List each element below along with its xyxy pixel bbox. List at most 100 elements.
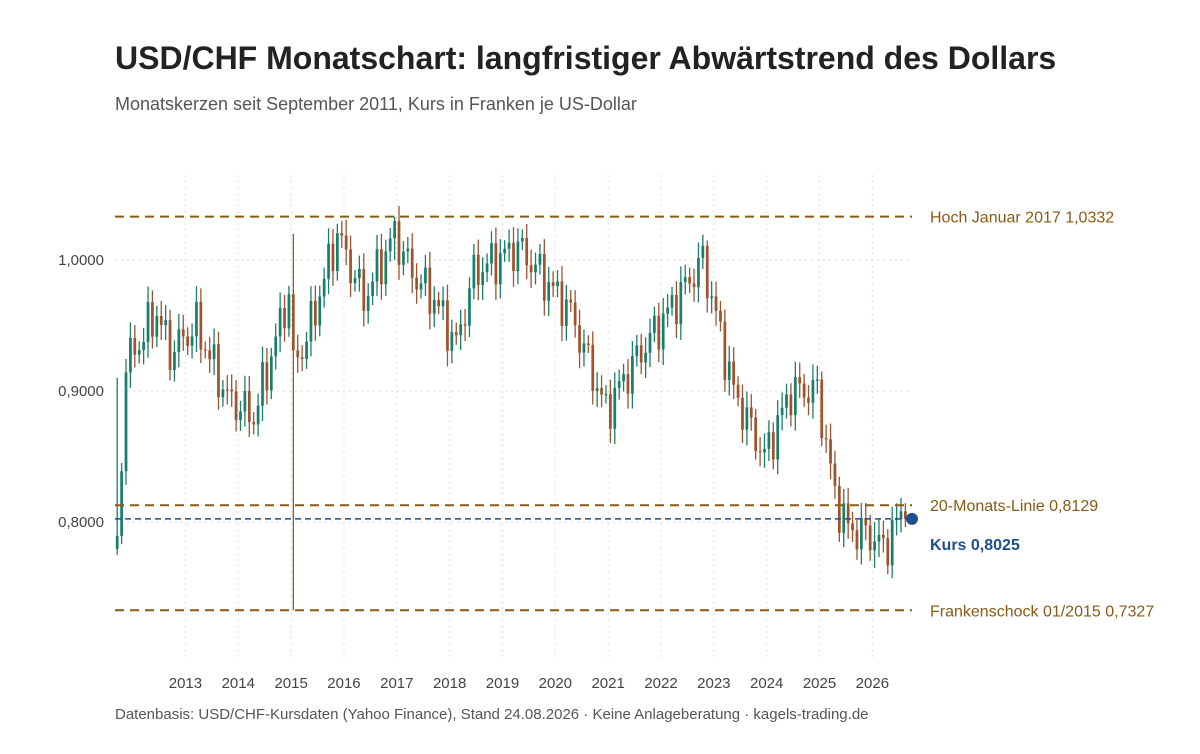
candle-body xyxy=(525,238,529,266)
candle xyxy=(507,229,511,262)
candle xyxy=(468,277,471,337)
candle xyxy=(846,487,850,539)
x-tick-label: 2020 xyxy=(539,675,572,692)
candle-body xyxy=(551,282,555,287)
candle xyxy=(586,335,590,354)
candle xyxy=(622,363,625,392)
candle-body xyxy=(886,538,890,566)
candle-body xyxy=(595,388,599,392)
candle-body xyxy=(173,351,176,370)
candle xyxy=(120,463,123,545)
candle xyxy=(767,420,771,461)
candle xyxy=(199,288,203,364)
candle-body xyxy=(481,272,485,286)
candle xyxy=(402,241,405,276)
candle xyxy=(388,228,392,262)
source-caption: Datenbasis: USD/CHF-Kursdaten (Yahoo Fin… xyxy=(115,706,869,723)
candle-body xyxy=(683,277,687,283)
candle xyxy=(661,297,665,365)
candle xyxy=(776,400,780,475)
candle xyxy=(560,266,564,342)
candle-body xyxy=(582,343,586,353)
candle xyxy=(666,294,669,328)
candle-body xyxy=(591,344,595,392)
candle-body xyxy=(670,295,674,308)
candle xyxy=(639,333,643,375)
candle-body xyxy=(767,432,771,449)
candle xyxy=(322,267,326,308)
candle xyxy=(613,372,617,445)
candle xyxy=(842,489,846,548)
candle xyxy=(146,286,150,358)
candle-body xyxy=(353,278,357,284)
candle xyxy=(274,323,278,370)
candle xyxy=(758,436,762,467)
candle-body xyxy=(498,253,502,285)
candle xyxy=(186,327,190,355)
candle xyxy=(855,519,859,560)
candle-body xyxy=(278,308,282,337)
candle-body xyxy=(133,338,137,355)
reference-line-label: Hoch Januar 2017 1,0332 xyxy=(930,210,1114,227)
candle xyxy=(366,283,370,324)
candle-body xyxy=(507,242,511,249)
candle-body xyxy=(366,296,370,311)
candle xyxy=(719,300,722,332)
candle xyxy=(600,375,603,408)
candle xyxy=(811,364,815,419)
candle xyxy=(296,334,300,373)
candle-body xyxy=(336,233,339,272)
candle-body xyxy=(600,388,603,395)
candle-body xyxy=(771,432,775,460)
candle-body xyxy=(648,332,652,353)
candle-body xyxy=(701,245,705,258)
candle xyxy=(428,251,432,330)
candle xyxy=(397,206,401,280)
candle xyxy=(313,285,317,341)
x-tick-label: 2019 xyxy=(486,675,519,692)
candle xyxy=(591,331,595,405)
candle xyxy=(815,365,819,394)
candle-body xyxy=(190,336,194,346)
x-tick-label: 2022 xyxy=(644,675,677,692)
candle-body xyxy=(824,438,828,440)
candle-body xyxy=(177,329,181,352)
candle-body xyxy=(437,299,441,307)
candle xyxy=(380,233,383,300)
candle-body xyxy=(195,301,198,337)
candle-body xyxy=(745,407,749,430)
candle xyxy=(481,257,485,300)
price-label: Kurs 0,8025 xyxy=(930,537,1020,554)
candle-body xyxy=(494,243,498,285)
candle-body xyxy=(424,267,427,284)
candle-body xyxy=(859,518,863,550)
candle xyxy=(829,423,832,480)
candle xyxy=(578,309,581,369)
candle-body xyxy=(763,448,766,453)
candle-body xyxy=(261,362,264,406)
candle-body xyxy=(305,341,308,360)
candle xyxy=(151,290,154,349)
candle-body xyxy=(459,324,463,336)
candle-body xyxy=(446,300,449,351)
candle xyxy=(283,294,286,342)
candle xyxy=(604,385,608,404)
candle xyxy=(450,319,454,364)
candle-body xyxy=(327,243,330,279)
candle xyxy=(375,234,379,296)
candle-body xyxy=(622,374,625,382)
price-marker xyxy=(906,512,918,525)
candle xyxy=(305,331,308,369)
candle xyxy=(133,325,137,368)
candle xyxy=(785,383,788,419)
candle-body xyxy=(626,374,630,394)
candle xyxy=(353,270,357,292)
candle xyxy=(771,422,775,470)
candle-body xyxy=(159,315,163,325)
candle xyxy=(217,331,220,410)
candle-body xyxy=(274,336,278,357)
candle xyxy=(287,285,291,337)
candle xyxy=(547,266,551,316)
candle xyxy=(609,379,612,444)
candle-body xyxy=(569,299,573,303)
